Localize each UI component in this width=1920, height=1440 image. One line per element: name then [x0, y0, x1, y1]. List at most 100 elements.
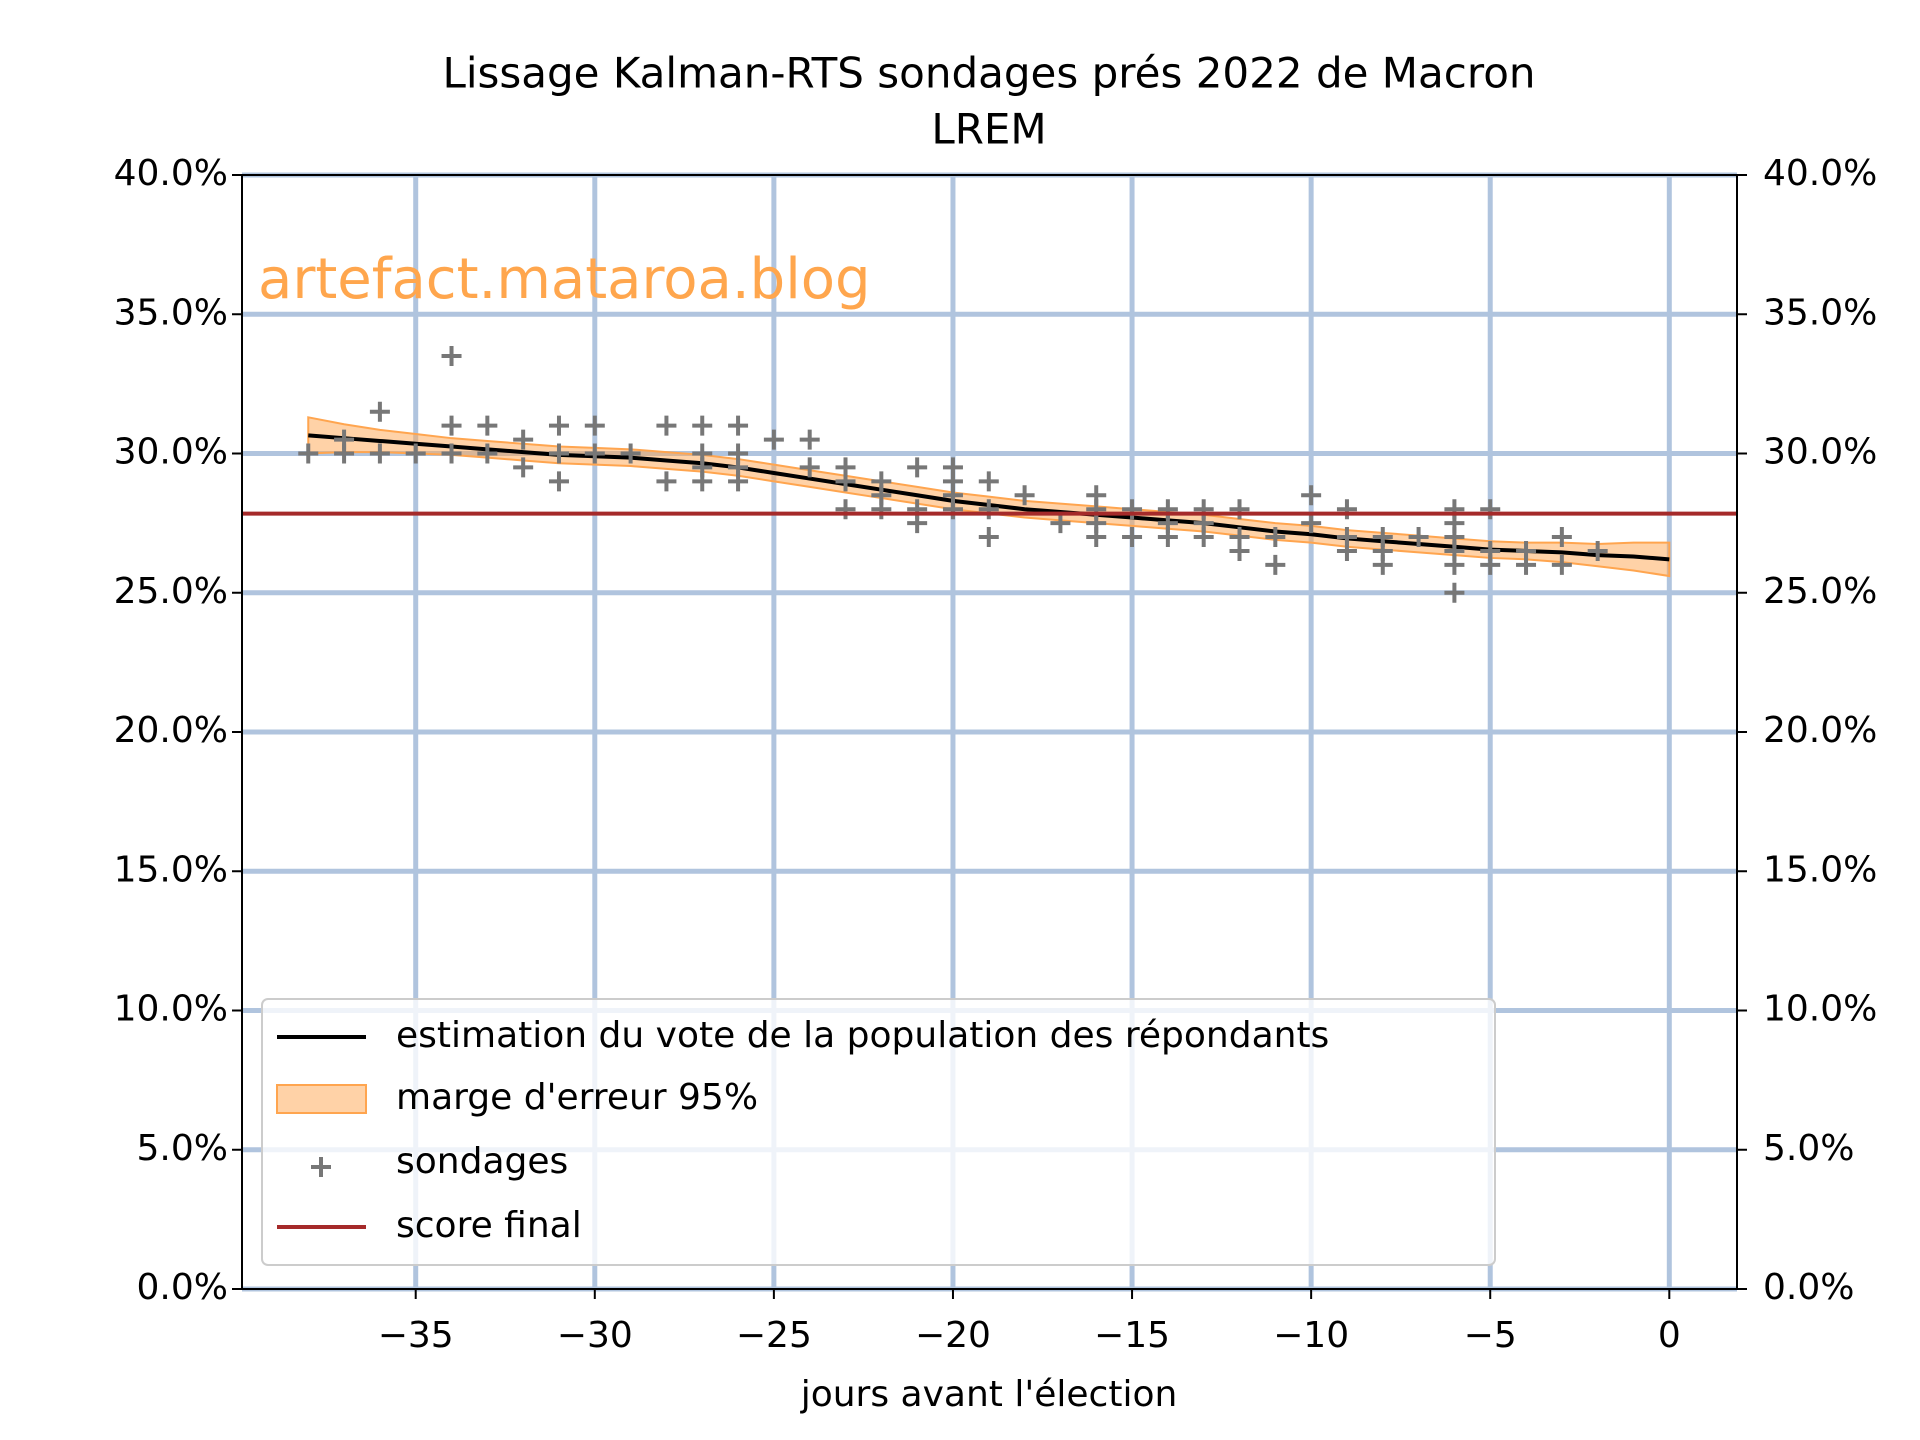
poll-point	[369, 443, 390, 464]
poll-point	[1122, 499, 1143, 520]
y2-tick-label: 35.0%	[1763, 292, 1877, 333]
poll-point	[978, 499, 999, 520]
x-tick-label: −10	[1273, 1315, 1349, 1356]
poll-point	[548, 443, 569, 464]
poll-point	[405, 443, 426, 464]
poll-point	[1229, 527, 1250, 548]
y-tick-label: 25.0%	[114, 571, 228, 612]
poll-point	[978, 527, 999, 548]
chart-title: LREM	[931, 105, 1046, 154]
y2-tick-label: 10.0%	[1763, 989, 1877, 1030]
y2-tick-label: 15.0%	[1763, 849, 1877, 890]
poll-point	[1014, 485, 1035, 506]
poll-point	[1050, 513, 1071, 534]
poll-point	[369, 401, 390, 422]
poll-point	[1551, 554, 1572, 575]
poll-point	[1480, 499, 1501, 520]
poll-point	[942, 457, 963, 478]
plot-area	[242, 346, 1737, 603]
poll-point	[1301, 485, 1322, 506]
poll-point	[1587, 540, 1608, 561]
poll-point	[835, 499, 856, 520]
poll-point	[728, 415, 749, 436]
poll-point	[1336, 499, 1357, 520]
chart-title: Lissage Kalman-RTS sondages prés 2022 de…	[442, 49, 1535, 98]
y2-tick-label: 5.0%	[1763, 1128, 1854, 1169]
poll-point	[1444, 499, 1465, 520]
legend: estimation du vote de la population des …	[261, 998, 1496, 1266]
poll-point	[763, 429, 784, 450]
poll-point	[656, 415, 677, 436]
poll-point	[441, 415, 462, 436]
poll-point	[477, 443, 498, 464]
poll-point	[1122, 527, 1143, 548]
legend-handle	[276, 1084, 367, 1114]
poll-point	[1408, 527, 1429, 548]
poll-point	[1086, 485, 1107, 506]
poll-point	[1265, 554, 1286, 575]
y-tick-label: 20.0%	[114, 710, 228, 751]
x-tick-label: −15	[1094, 1315, 1170, 1356]
poll-point	[584, 443, 605, 464]
x-tick-label: −35	[378, 1315, 454, 1356]
poll-point	[1265, 527, 1286, 548]
x-tick-label: −20	[915, 1315, 991, 1356]
poll-point	[799, 429, 820, 450]
poll-point	[907, 499, 928, 520]
x-axis-label: jours avant l'élection	[800, 1374, 1178, 1415]
poll-point	[548, 471, 569, 492]
y-tick-label: 30.0%	[114, 432, 228, 473]
y-tick-label: 5.0%	[137, 1128, 228, 1169]
y-tick-label: 40.0%	[114, 153, 228, 194]
legend-label: marge d'erreur 95%	[396, 1077, 758, 1118]
poll-point	[441, 346, 462, 367]
x-tick-label: −25	[736, 1315, 812, 1356]
poll-point	[799, 457, 820, 478]
y-tick-label: 15.0%	[114, 849, 228, 890]
x-tick-label: −5	[1464, 1315, 1517, 1356]
poll-point	[584, 415, 605, 436]
poll-point	[548, 415, 569, 436]
poll-point	[1480, 540, 1501, 561]
error-band	[307, 416, 1671, 578]
y2-tick-label: 20.0%	[1763, 710, 1877, 751]
poll-point	[1444, 582, 1465, 603]
y2-tick-label: 0.0%	[1763, 1267, 1854, 1308]
poll-point	[334, 429, 355, 450]
legend-handle	[311, 1157, 331, 1177]
poll-point	[692, 415, 713, 436]
poll-point	[1372, 527, 1393, 548]
watermark: artefact.mataroa.blog	[258, 247, 871, 312]
poll-point	[1301, 513, 1322, 534]
legend-label: score final	[396, 1205, 582, 1246]
y-tick-label: 35.0%	[114, 292, 228, 333]
x-tick-label: −30	[557, 1315, 633, 1356]
y-tick-label: 10.0%	[114, 989, 228, 1030]
poll-point	[1551, 527, 1572, 548]
poll-point	[692, 443, 713, 464]
legend-label: sondages	[396, 1141, 568, 1182]
y-tick-label: 0.0%	[137, 1267, 228, 1308]
poll-point	[728, 443, 749, 464]
poll-point	[656, 471, 677, 492]
poll-point	[1229, 499, 1250, 520]
x-tick-label: 0	[1658, 1315, 1681, 1356]
poll-point	[477, 415, 498, 436]
y2-tick-label: 40.0%	[1763, 153, 1877, 194]
y2-tick-label: 30.0%	[1763, 432, 1877, 473]
poll-point	[978, 471, 999, 492]
poll-point	[1336, 527, 1357, 548]
legend-box	[261, 998, 1496, 1266]
poll-point	[835, 457, 856, 478]
poll-point	[1157, 499, 1178, 520]
poll-point	[513, 457, 534, 478]
y2-tick-label: 25.0%	[1763, 571, 1877, 612]
poll-point	[1516, 540, 1537, 561]
poll-point	[1193, 499, 1214, 520]
poll-point	[620, 443, 641, 464]
poll-point	[441, 443, 462, 464]
poll-point	[298, 443, 319, 464]
poll-point	[871, 471, 892, 492]
poll-point	[513, 429, 534, 450]
